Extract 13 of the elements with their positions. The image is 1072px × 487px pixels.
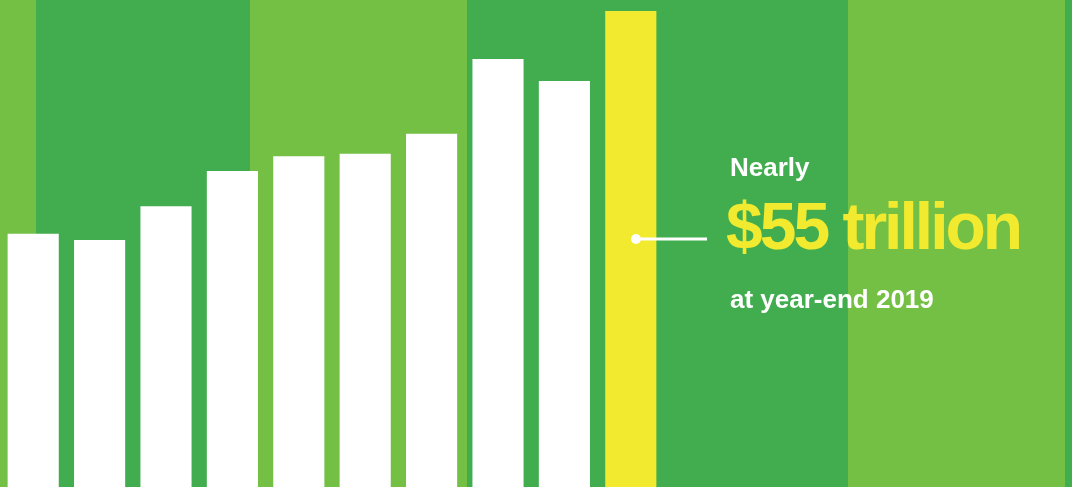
bar — [472, 59, 524, 487]
bar — [406, 133, 458, 487]
bar — [273, 156, 325, 487]
bar — [74, 239, 126, 487]
text: at year-end 2019 — [730, 284, 934, 315]
bar — [140, 206, 192, 487]
text: $55 trillion — [726, 188, 1021, 264]
bar — [7, 233, 59, 487]
text: Nearly — [730, 152, 810, 183]
bar — [206, 170, 258, 487]
bar — [605, 11, 657, 487]
bar — [538, 80, 590, 487]
bar — [339, 153, 391, 487]
